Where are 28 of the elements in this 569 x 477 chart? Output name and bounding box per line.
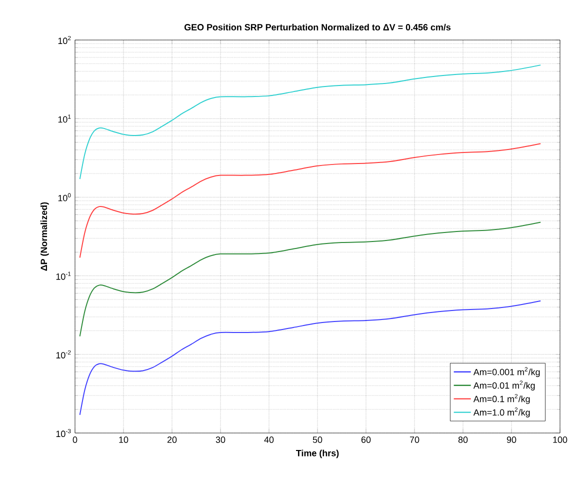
x-tick-label: 20 [167,436,177,443]
legend-label: Am=0.001 m$^{2}$/kg [473,367,540,378]
line-series [79,64,542,180]
x-axis-title: Time (hrs) [296,450,339,458]
chart-title: GEO Position SRP Perturbation Normalized to ΔV = 0.456 cm/s [184,24,451,30]
line-series [79,300,542,416]
y-tick-label: 10$^{2}$ [58,36,71,44]
legend-label: Am=0.1 m$^{2}$/kg [473,394,530,404]
line-series [79,222,542,337]
x-tick-label: 0 [72,436,78,443]
x-tick-label: 100 [553,436,568,443]
line-series [79,143,542,258]
legend-label: Am=0.01 m$^{2}$/kg [473,380,535,390]
y-tick-label: 10$^{-2}$ [56,350,71,358]
x-tick-label: 80 [458,436,468,443]
x-tick-label: 50 [312,436,322,443]
x-tick-label: 90 [506,436,516,443]
y-tick-label: 10$^{1}$ [58,114,71,123]
y-tick-label: 10$^{0}$ [58,193,71,202]
x-tick-label: 30 [216,436,226,443]
y-tick-label: 10$^{-1}$ [56,272,71,280]
x-tick-label: 40 [264,436,274,443]
x-tick-label: 70 [410,436,420,443]
y-axis-title: ΔP (Normalized) [40,202,49,271]
x-tick-label: 60 [361,436,371,443]
legend-label: Am=1.0 m$^{2}$/kg [473,408,530,418]
x-tick-label: 10 [119,436,128,443]
y-tick-label: 10$^{-3}$ [56,428,71,438]
